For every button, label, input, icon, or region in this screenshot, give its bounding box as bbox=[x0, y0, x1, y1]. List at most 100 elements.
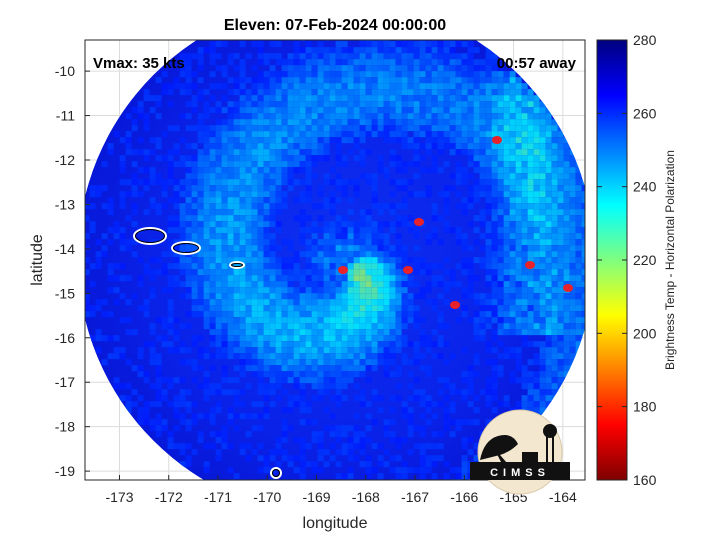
brightness-temp-cell bbox=[155, 257, 162, 264]
brightness-temp-cell bbox=[185, 323, 192, 330]
brightness-temp-cell bbox=[509, 161, 516, 168]
brightness-temp-cell bbox=[335, 137, 342, 144]
brightness-temp-cell bbox=[191, 227, 198, 234]
brightness-temp-cell bbox=[173, 281, 180, 288]
brightness-temp-cell bbox=[257, 335, 264, 342]
brightness-temp-cell bbox=[365, 95, 372, 102]
brightness-temp-cell bbox=[281, 257, 288, 264]
brightness-temp-cell bbox=[365, 275, 372, 282]
brightness-temp-cell bbox=[371, 329, 378, 336]
brightness-temp-cell bbox=[203, 191, 210, 198]
brightness-temp-cell bbox=[167, 251, 174, 258]
brightness-temp-cell bbox=[467, 89, 474, 96]
brightness-temp-cell bbox=[539, 233, 546, 240]
brightness-temp-cell bbox=[227, 347, 234, 354]
brightness-temp-cell bbox=[209, 257, 216, 264]
brightness-temp-cell bbox=[185, 425, 192, 432]
brightness-temp-cell bbox=[311, 251, 318, 258]
brightness-temp-cell bbox=[413, 125, 420, 132]
brightness-temp-cell bbox=[185, 173, 192, 180]
brightness-temp-cell bbox=[449, 89, 456, 96]
brightness-temp-cell bbox=[257, 341, 264, 348]
brightness-temp-cell bbox=[497, 365, 504, 372]
brightness-temp-cell bbox=[473, 113, 480, 120]
brightness-temp-cell bbox=[509, 131, 516, 138]
brightness-temp-cell bbox=[197, 305, 204, 312]
brightness-temp-cell bbox=[449, 83, 456, 90]
brightness-temp-cell bbox=[497, 269, 504, 276]
brightness-temp-cell bbox=[287, 353, 294, 360]
brightness-temp-cell bbox=[443, 143, 450, 150]
brightness-temp-cell bbox=[371, 311, 378, 318]
brightness-temp-cell bbox=[497, 227, 504, 234]
brightness-temp-cell bbox=[119, 179, 126, 186]
brightness-temp-cell bbox=[437, 443, 444, 450]
brightness-temp-cell bbox=[479, 155, 486, 162]
brightness-temp-cell bbox=[275, 317, 282, 324]
brightness-temp-cell bbox=[287, 107, 294, 114]
brightness-temp-cell bbox=[305, 125, 312, 132]
brightness-temp-cell bbox=[299, 59, 306, 66]
brightness-temp-cell bbox=[407, 125, 414, 132]
brightness-temp-cell bbox=[527, 167, 534, 174]
brightness-temp-cell bbox=[167, 431, 174, 438]
brightness-temp-cell bbox=[509, 143, 516, 150]
brightness-temp-cell bbox=[341, 305, 348, 312]
brightness-temp-cell bbox=[455, 77, 462, 84]
brightness-temp-cell bbox=[371, 299, 378, 306]
brightness-temp-cell bbox=[173, 275, 180, 282]
brightness-temp-cell bbox=[473, 137, 480, 144]
brightness-temp-cell bbox=[389, 467, 396, 474]
brightness-temp-cell bbox=[209, 95, 216, 102]
y-tick-label: -14 bbox=[55, 241, 75, 257]
brightness-temp-cell bbox=[461, 437, 468, 444]
brightness-temp-cell bbox=[497, 149, 504, 156]
brightness-temp-cell bbox=[335, 221, 342, 228]
brightness-temp-cell bbox=[251, 155, 258, 162]
brightness-temp-cell bbox=[293, 179, 300, 186]
brightness-temp-cell bbox=[161, 323, 168, 330]
brightness-temp-cell bbox=[377, 95, 384, 102]
brightness-temp-cell bbox=[221, 95, 228, 102]
brightness-temp-cell bbox=[491, 299, 498, 306]
brightness-temp-cell bbox=[539, 353, 546, 360]
brightness-temp-cell bbox=[251, 215, 258, 222]
brightness-temp-cell bbox=[323, 299, 330, 306]
brightness-temp-cell bbox=[323, 173, 330, 180]
brightness-temp-cell bbox=[287, 371, 294, 378]
brightness-temp-cell bbox=[239, 371, 246, 378]
brightness-temp-cell bbox=[413, 149, 420, 156]
brightness-temp-cell bbox=[335, 293, 342, 300]
brightness-temp-cell bbox=[449, 137, 456, 144]
brightness-temp-cell bbox=[305, 107, 312, 114]
brightness-temp-cell bbox=[509, 233, 516, 240]
brightness-temp-cell bbox=[461, 233, 468, 240]
brightness-temp-cell bbox=[131, 149, 138, 156]
brightness-temp-cell bbox=[479, 299, 486, 306]
brightness-temp-cell bbox=[383, 53, 390, 60]
brightness-temp-cell bbox=[341, 377, 348, 384]
brightness-temp-cell bbox=[365, 251, 372, 258]
brightness-temp-cell bbox=[383, 263, 390, 270]
logo-banner bbox=[470, 462, 570, 480]
brightness-temp-cell bbox=[545, 257, 552, 264]
brightness-temp-cell bbox=[257, 443, 264, 450]
brightness-temp-cell bbox=[371, 251, 378, 258]
brightness-temp-cell bbox=[269, 95, 276, 102]
brightness-temp-cell bbox=[197, 293, 204, 300]
brightness-temp-cell bbox=[185, 263, 192, 270]
brightness-temp-cell bbox=[569, 167, 576, 174]
brightness-temp-cell bbox=[221, 173, 228, 180]
brightness-temp-cell bbox=[443, 83, 450, 90]
brightness-temp-cell bbox=[305, 377, 312, 384]
brightness-temp-cell bbox=[575, 263, 582, 270]
brightness-temp-cell bbox=[377, 119, 384, 126]
brightness-temp-cell bbox=[299, 101, 306, 108]
brightness-temp-cell bbox=[95, 329, 102, 336]
y-tick-label: -16 bbox=[55, 330, 75, 346]
brightness-temp-cell bbox=[371, 365, 378, 372]
brightness-temp-cell bbox=[269, 347, 276, 354]
brightness-temp-cell bbox=[443, 53, 450, 60]
brightness-temp-cell bbox=[215, 221, 222, 228]
brightness-temp-cell bbox=[563, 245, 570, 252]
